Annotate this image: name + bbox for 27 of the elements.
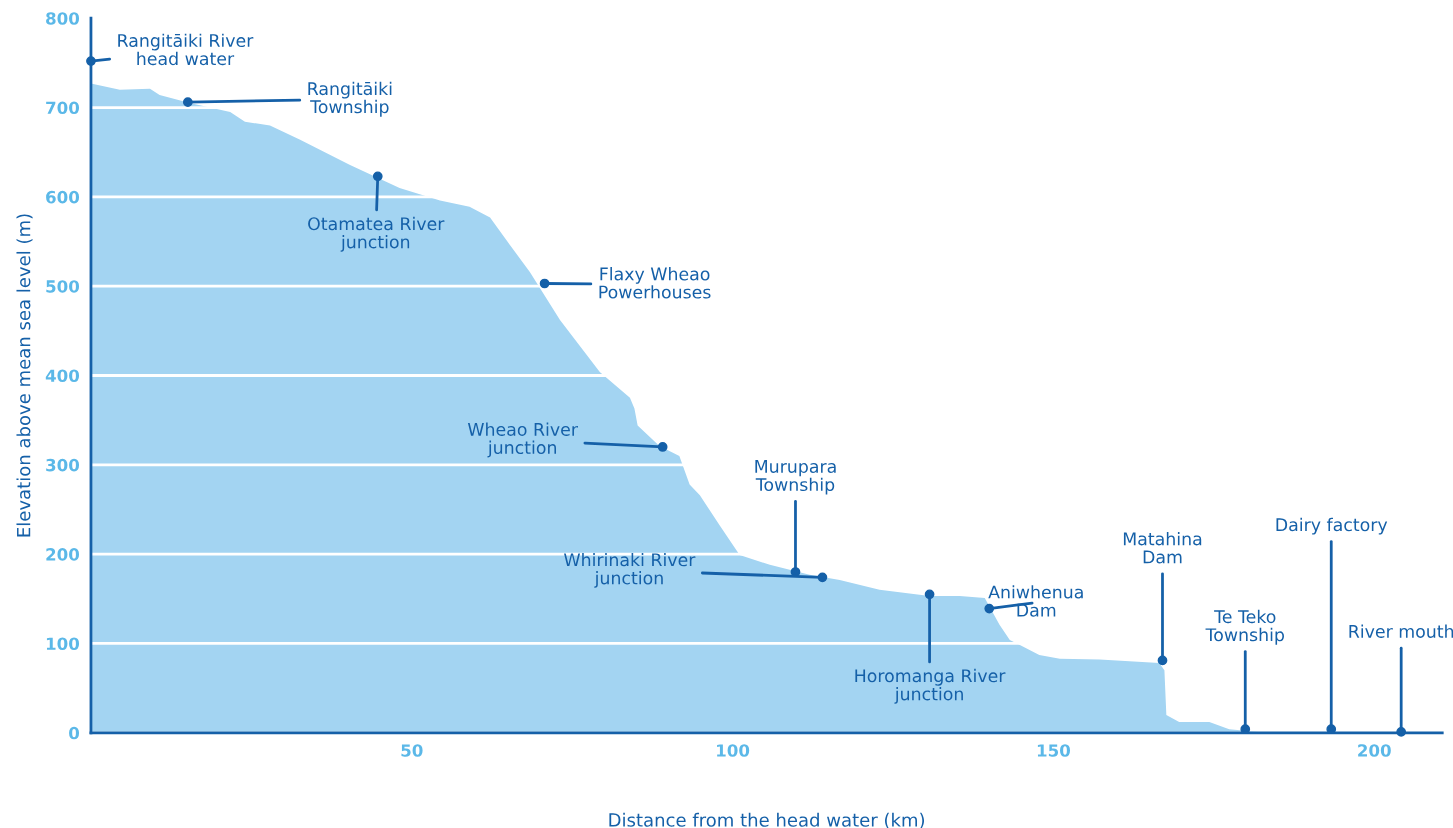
y-tick-label: 0 — [69, 726, 80, 740]
y-tick-label: 200 — [46, 548, 80, 561]
annotation: Horomanga River junction — [855, 668, 1006, 704]
x-tick-label: 150 — [1037, 744, 1071, 757]
y-tick-label: 300 — [46, 458, 80, 472]
x-tick-label: 50 — [401, 744, 423, 757]
y-tick-label: 600 — [46, 190, 80, 204]
annotation: Te Teko Township — [1205, 609, 1284, 645]
annotation: Rangitāiki River head water — [118, 33, 254, 66]
y-tick-label: 400 — [45, 369, 80, 383]
x-tick-label: 100 — [717, 744, 750, 757]
annotation: Dairy factory — [1276, 517, 1388, 535]
annotation: Murupara Township — [755, 460, 836, 495]
y-tick-label: 800 — [46, 12, 80, 25]
y-axis-title: Elevation above mean sea level (m) — [16, 214, 33, 537]
annotation: Flaxy Wheao Powerhouses — [599, 267, 711, 299]
x-axis-title: Distance from the head water (km) — [609, 812, 925, 828]
y-tick-label: 100 — [46, 637, 80, 651]
annotation: Otamatea River junction — [308, 216, 445, 252]
y-tick-label: 700 — [46, 101, 80, 115]
annotation: Whirinaki River junction — [564, 552, 696, 588]
annotation: Wheao River junction — [467, 422, 578, 458]
y-tick-label: 500 — [46, 280, 80, 293]
annotation: Matahina Dam — [1123, 531, 1202, 564]
x-tick-label: 200 — [1358, 744, 1391, 757]
annotation: Rangitāiki Township — [308, 81, 392, 117]
annotation: River mouth — [1349, 624, 1453, 638]
